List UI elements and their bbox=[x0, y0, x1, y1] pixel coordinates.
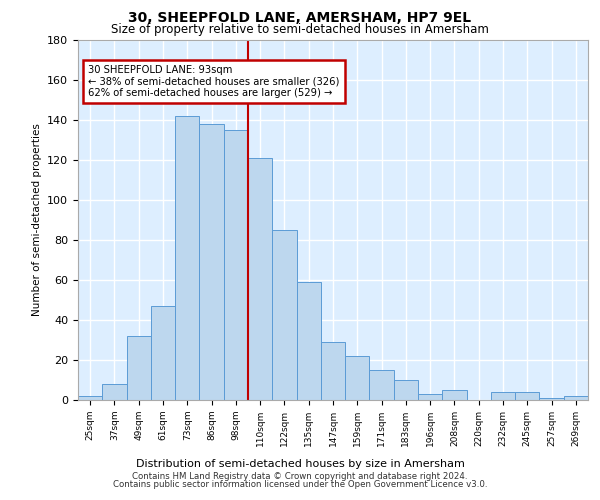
Bar bbox=[564, 396, 588, 400]
Bar bbox=[370, 370, 394, 400]
Bar bbox=[321, 342, 345, 400]
Bar bbox=[442, 390, 467, 400]
Bar bbox=[515, 392, 539, 400]
Bar bbox=[345, 356, 370, 400]
Bar bbox=[418, 394, 442, 400]
Text: Size of property relative to semi-detached houses in Amersham: Size of property relative to semi-detach… bbox=[111, 22, 489, 36]
Text: 30 SHEEPFOLD LANE: 93sqm
← 38% of semi-detached houses are smaller (326)
62% of : 30 SHEEPFOLD LANE: 93sqm ← 38% of semi-d… bbox=[88, 65, 340, 98]
Bar bbox=[127, 336, 151, 400]
Bar bbox=[151, 306, 175, 400]
Text: Contains public sector information licensed under the Open Government Licence v3: Contains public sector information licen… bbox=[113, 480, 487, 489]
Bar bbox=[296, 282, 321, 400]
Text: Distribution of semi-detached houses by size in Amersham: Distribution of semi-detached houses by … bbox=[136, 459, 464, 469]
Bar bbox=[539, 398, 564, 400]
Bar bbox=[78, 396, 102, 400]
Bar bbox=[248, 158, 272, 400]
Bar bbox=[224, 130, 248, 400]
Text: Contains HM Land Registry data © Crown copyright and database right 2024.: Contains HM Land Registry data © Crown c… bbox=[132, 472, 468, 481]
Y-axis label: Number of semi-detached properties: Number of semi-detached properties bbox=[32, 124, 41, 316]
Bar bbox=[491, 392, 515, 400]
Bar bbox=[175, 116, 199, 400]
Bar bbox=[272, 230, 296, 400]
Bar bbox=[394, 380, 418, 400]
Bar bbox=[102, 384, 127, 400]
Text: 30, SHEEPFOLD LANE, AMERSHAM, HP7 9EL: 30, SHEEPFOLD LANE, AMERSHAM, HP7 9EL bbox=[128, 11, 472, 25]
Bar bbox=[199, 124, 224, 400]
